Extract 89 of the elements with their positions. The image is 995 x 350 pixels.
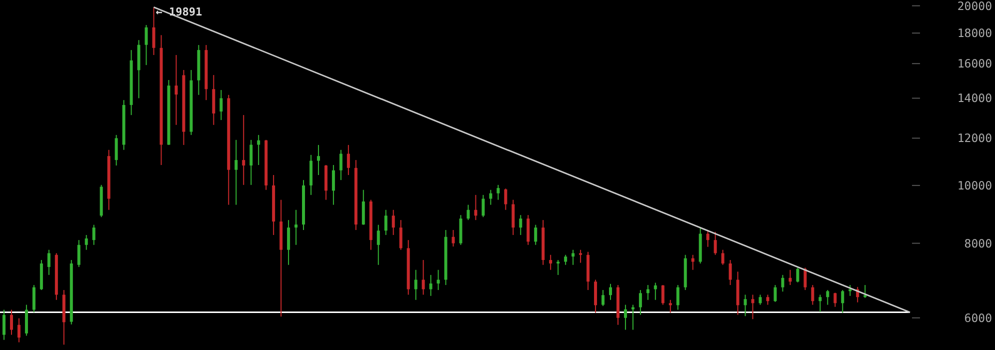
candlestick [399, 220, 402, 250]
candlestick [257, 134, 260, 166]
candlestick [788, 269, 792, 286]
candlestick [489, 189, 492, 206]
candlestick [384, 209, 388, 236]
candlestick [841, 290, 844, 314]
candlestick [250, 139, 253, 186]
y-tick-label: 16000 [957, 56, 992, 71]
candlestick [834, 292, 837, 308]
candlestick [144, 24, 148, 66]
candlestick [512, 199, 515, 236]
candlestick [579, 249, 582, 264]
candlestick [661, 284, 664, 306]
candlestick [534, 224, 538, 246]
candlestick [594, 279, 598, 314]
candlestick [332, 164, 335, 206]
candlestick [796, 267, 800, 283]
annotation: ← 19891 [156, 5, 202, 18]
candlestick [452, 230, 455, 248]
candlestick [392, 209, 395, 236]
candlestick [114, 134, 118, 166]
candlestick [496, 184, 500, 200]
candlestick [32, 284, 36, 313]
candlestick [47, 249, 50, 276]
candlestick [287, 220, 290, 266]
candlestick [482, 194, 485, 218]
candlestick [744, 294, 747, 317]
candlestick [751, 294, 754, 320]
candlestick [638, 290, 642, 316]
candlestick [422, 260, 425, 296]
candlestick [17, 318, 20, 343]
candlestick [758, 294, 762, 306]
candlestick [339, 149, 342, 181]
candlestick [429, 274, 432, 296]
y-tick-label: 12000 [957, 131, 992, 146]
candlestick [728, 260, 732, 286]
candlestick [2, 309, 6, 340]
candlestick [631, 304, 634, 330]
candlestick [549, 254, 552, 270]
candlestick [504, 188, 508, 210]
candlestick [676, 284, 680, 310]
candlestick [77, 240, 80, 268]
candlestick [602, 290, 605, 307]
y-tick-label: 18000 [957, 26, 992, 40]
candlestick [774, 284, 777, 302]
y-tick-label: 6000 [964, 310, 992, 325]
candlestick [781, 274, 784, 292]
candlestick [174, 54, 178, 126]
candlestick [646, 284, 650, 300]
candlestick [826, 290, 830, 306]
y-tick-label: 10000 [957, 178, 992, 192]
candlestick [414, 269, 418, 300]
candlestick [721, 249, 724, 266]
candlestick [572, 249, 575, 266]
candlestick [526, 214, 530, 246]
candlestick [848, 284, 852, 296]
candlestick [766, 294, 770, 306]
candlestick [10, 309, 13, 336]
candlestick [316, 144, 320, 176]
candlestick [436, 269, 440, 291]
candlestick [564, 254, 568, 266]
candlestick [362, 189, 365, 226]
candlestick [864, 284, 867, 298]
candlestick [92, 224, 96, 246]
candlestick [556, 260, 560, 276]
candlestick [376, 224, 380, 266]
candlestick [234, 139, 238, 206]
candlestick [624, 304, 627, 330]
candlestick [714, 231, 717, 256]
candlestick [346, 144, 350, 176]
candlestick [668, 299, 672, 314]
candlestick [654, 282, 657, 300]
candlestick [466, 204, 470, 221]
candlestick [220, 90, 223, 121]
candlestick [294, 209, 298, 246]
candlestick [24, 304, 28, 336]
candlestick [242, 114, 246, 186]
y-tick-label: 8000 [964, 236, 992, 250]
candlestick [152, 6, 156, 56]
candlestick [608, 283, 612, 300]
candlestick [519, 214, 522, 236]
candlestick [804, 267, 807, 291]
candlestick [818, 294, 822, 312]
candlestick [84, 234, 88, 250]
y-tick-label: 20000 [957, 0, 992, 13]
candlestick [811, 284, 814, 306]
y-tick-label: 14000 [957, 91, 992, 106]
candlestick [474, 194, 478, 221]
candlestick [706, 230, 710, 248]
